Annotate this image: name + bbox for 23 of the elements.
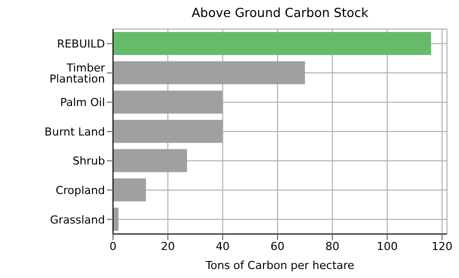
y-tick-label: REBUILD xyxy=(56,38,105,51)
x-tick-label: 60 xyxy=(270,240,285,253)
x-axis-title: Tons of Carbon per hectare xyxy=(204,259,356,272)
y-tick-label: Timber Plantation xyxy=(49,61,106,86)
bar xyxy=(113,90,223,114)
x-tick-label: 40 xyxy=(216,240,230,253)
bar xyxy=(113,32,432,55)
y-tick-label: Shrub xyxy=(72,154,106,168)
bar xyxy=(113,61,305,84)
y-tick-label: Burnt Land xyxy=(44,125,105,138)
bar xyxy=(113,178,146,202)
y-tick-label: Cropland xyxy=(56,184,105,197)
y-tick-label: Palm Oil xyxy=(60,96,105,110)
y-tick-label: Grassland xyxy=(50,213,105,226)
x-tick-label: 100 xyxy=(376,240,398,253)
x-tick-label: 120 xyxy=(432,240,453,253)
bar xyxy=(113,120,223,143)
x-tick-label: 0 xyxy=(110,240,116,253)
chart-title: Above Ground Carbon Stock xyxy=(190,5,370,20)
x-tick-label: 20 xyxy=(160,240,175,253)
bar xyxy=(113,208,118,231)
bar xyxy=(113,149,188,172)
x-tick-label: 80 xyxy=(325,240,340,253)
